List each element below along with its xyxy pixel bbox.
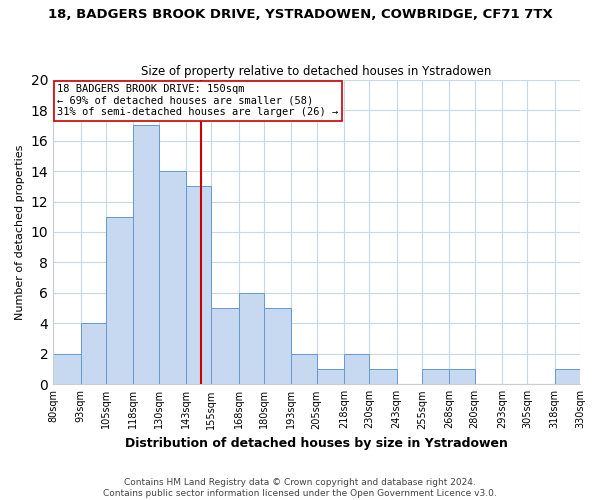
Bar (422, 369, 449, 384)
Bar (106, 217, 133, 384)
Bar (158, 171, 186, 384)
Text: 18 BADGERS BROOK DRIVE: 150sqm
← 69% of detached houses are smaller (58)
31% of : 18 BADGERS BROOK DRIVE: 150sqm ← 69% of … (58, 84, 338, 117)
Bar (186, 186, 211, 384)
Bar (239, 293, 264, 384)
Bar (344, 354, 369, 384)
Bar (555, 369, 580, 384)
Bar (449, 369, 475, 384)
Bar (317, 369, 344, 384)
Text: 18, BADGERS BROOK DRIVE, YSTRADOWEN, COWBRIDGE, CF71 7TX: 18, BADGERS BROOK DRIVE, YSTRADOWEN, COW… (47, 8, 553, 20)
Bar (264, 308, 291, 384)
Bar (80, 324, 106, 384)
Bar (580, 369, 600, 384)
Bar (211, 308, 239, 384)
Y-axis label: Number of detached properties: Number of detached properties (15, 144, 25, 320)
Bar (133, 126, 158, 384)
Bar (53, 354, 80, 384)
X-axis label: Distribution of detached houses by size in Ystradowen: Distribution of detached houses by size … (125, 437, 508, 450)
Bar (291, 354, 317, 384)
Text: Contains HM Land Registry data © Crown copyright and database right 2024.
Contai: Contains HM Land Registry data © Crown c… (103, 478, 497, 498)
Bar (369, 369, 397, 384)
Title: Size of property relative to detached houses in Ystradowen: Size of property relative to detached ho… (142, 66, 492, 78)
